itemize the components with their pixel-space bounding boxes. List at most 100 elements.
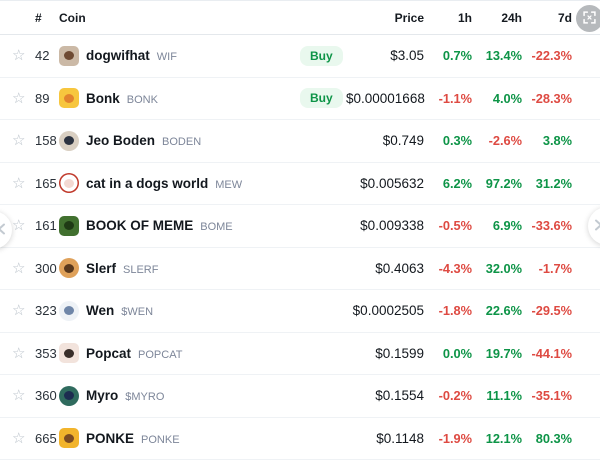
coin-name-cell: Slerf SLERF [86, 261, 294, 276]
carousel-previous-button[interactable] [0, 211, 12, 249]
favorite-star-icon[interactable]: ☆ [12, 343, 26, 362]
column-header-price[interactable]: Price [394, 10, 424, 25]
favorite-star-icon[interactable]: ☆ [12, 173, 26, 192]
favorite-star-icon[interactable]: ☆ [12, 131, 26, 150]
change-24h: -2.6% [488, 133, 522, 149]
coin-price: $0.1599 [375, 345, 424, 361]
coin-name-cell: Bonk BONK [86, 91, 294, 106]
table-row[interactable]: ☆ 89 Bonk BONK Buy $0.00001668 -1.1% 4.0… [0, 78, 600, 120]
coin-logo [59, 215, 79, 236]
coin-symbol: POPCAT [138, 348, 183, 361]
coin-logo-accent [64, 93, 74, 103]
coin-name-cell: PONKE PONKE [86, 431, 294, 446]
coin-symbol: $MYRO [125, 391, 165, 404]
change-24h: 12.1% [485, 430, 522, 446]
buy-button[interactable]: Buy [300, 88, 343, 109]
change-7d: -29.5% [531, 303, 572, 319]
table-row[interactable]: ☆ 165 cat in a dogs world MEW $0.005632 … [0, 163, 600, 205]
coin-rank: 89 [35, 90, 50, 106]
coin-rank: 42 [35, 48, 50, 64]
carousel-next-button[interactable] [588, 207, 600, 245]
coin-rank: 300 [35, 260, 57, 276]
coin-symbol: BONK [126, 93, 158, 106]
coin-price: $0.1148 [376, 430, 424, 446]
buy-button[interactable]: Buy [300, 45, 343, 66]
coin-symbol: BODEN [162, 136, 202, 149]
favorite-star-icon[interactable]: ☆ [12, 301, 26, 320]
coin-logo-accent [64, 221, 74, 231]
coin-name-cell: dogwifhat WIF [86, 48, 294, 63]
change-1h: -0.5% [438, 218, 472, 234]
scan-frame-icon [583, 10, 596, 27]
change-24h: 32.0% [485, 260, 522, 276]
coin-symbol: BOME [200, 221, 233, 234]
coin-name: PONKE [86, 430, 135, 446]
coin-logo [59, 45, 79, 66]
table-row[interactable]: ☆ 360 Myro $MYRO $0.1554 -0.2% 11.1% -35… [0, 375, 600, 418]
coin-logo-accent [64, 51, 74, 61]
change-24h: 6.9% [492, 218, 522, 234]
coin-name: Wen [86, 303, 115, 319]
favorite-star-icon[interactable]: ☆ [12, 428, 26, 447]
change-7d: -44.1% [531, 345, 572, 361]
coin-name-cell: BOOK OF MEME BOME [86, 218, 294, 233]
favorite-star-icon[interactable]: ☆ [12, 46, 26, 65]
change-7d: -28.3% [531, 90, 572, 106]
change-1h: -0.2% [438, 388, 472, 404]
table-row[interactable]: ☆ 323 Wen $WEN $0.0002505 -1.8% 22.6% -2… [0, 290, 600, 333]
coin-name: Jeo Boden [86, 133, 156, 149]
column-header-7d[interactable]: 7d [557, 10, 572, 25]
coin-name-cell: cat in a dogs world MEW [86, 176, 294, 191]
coin-name-cell: Wen $WEN [86, 303, 294, 318]
coin-logo-accent [64, 306, 74, 316]
coin-logo-accent [64, 263, 74, 273]
column-header-rank[interactable]: # [35, 10, 42, 25]
change-1h: 0.7% [442, 48, 472, 64]
coin-symbol: SLERF [123, 263, 159, 276]
coin-name: Bonk [86, 90, 120, 106]
coin-name: Popcat [86, 345, 132, 361]
favorite-star-icon[interactable]: ☆ [12, 258, 26, 277]
coin-rank: 158 [35, 133, 57, 149]
table-header: # Coin Price 1h 24h 7d [0, 1, 600, 35]
favorite-star-icon[interactable]: ☆ [12, 386, 26, 405]
table-row[interactable]: ☆ 161 BOOK OF MEME BOME $0.009338 -0.5% … [0, 205, 600, 248]
coin-symbol: WIF [156, 51, 177, 64]
coin-logo [59, 300, 79, 321]
coin-logo [59, 173, 79, 194]
coin-name-cell: Jeo Boden BODEN [86, 133, 294, 148]
coin-price: $0.1554 [375, 388, 424, 404]
favorite-star-icon[interactable]: ☆ [12, 88, 26, 107]
coin-price: $0.005632 [360, 175, 424, 191]
coin-logo [59, 258, 79, 279]
table-row[interactable]: ☆ 158 Jeo Boden BODEN $0.749 0.3% -2.6% … [0, 120, 600, 163]
coin-logo-accent [64, 391, 74, 401]
column-header-24h[interactable]: 24h [501, 10, 522, 25]
change-24h: 97.2% [485, 175, 522, 191]
change-7d: -33.6% [531, 218, 572, 234]
coin-name: Slerf [86, 260, 117, 276]
column-header-1h[interactable]: 1h [457, 10, 472, 25]
coin-logo-accent [64, 178, 74, 188]
change-1h: -4.3% [438, 260, 472, 276]
buy-cell: Buy [294, 45, 346, 66]
table-row[interactable]: ☆ 42 dogwifhat WIF Buy $3.05 0.7% 13.4% … [0, 35, 600, 78]
table-row[interactable]: ☆ 353 Popcat POPCAT $0.1599 0.0% 19.7% -… [0, 333, 600, 375]
coin-price: $0.4063 [375, 260, 424, 276]
table-row[interactable]: ☆ 665 PONKE PONKE $0.1148 -1.9% 12.1% 80… [0, 418, 600, 460]
change-7d: 31.2% [535, 175, 572, 191]
screenshot-share-button[interactable] [576, 5, 600, 32]
change-1h: 6.2% [442, 175, 472, 191]
column-header-coin[interactable]: Coin [59, 10, 86, 25]
coin-logo [59, 343, 79, 364]
coin-rank: 360 [35, 388, 57, 404]
table-row[interactable]: ☆ 300 Slerf SLERF $0.4063 -4.3% 32.0% -1… [0, 248, 600, 290]
coin-name: Myro [86, 388, 119, 404]
coin-name: BOOK OF MEME [86, 218, 194, 234]
favorite-star-icon[interactable]: ☆ [12, 216, 26, 235]
coin-logo [59, 385, 79, 406]
change-7d: -35.1% [531, 388, 572, 404]
coin-name: dogwifhat [86, 48, 150, 64]
coin-rank: 323 [35, 303, 57, 319]
coin-rank: 665 [35, 430, 57, 446]
